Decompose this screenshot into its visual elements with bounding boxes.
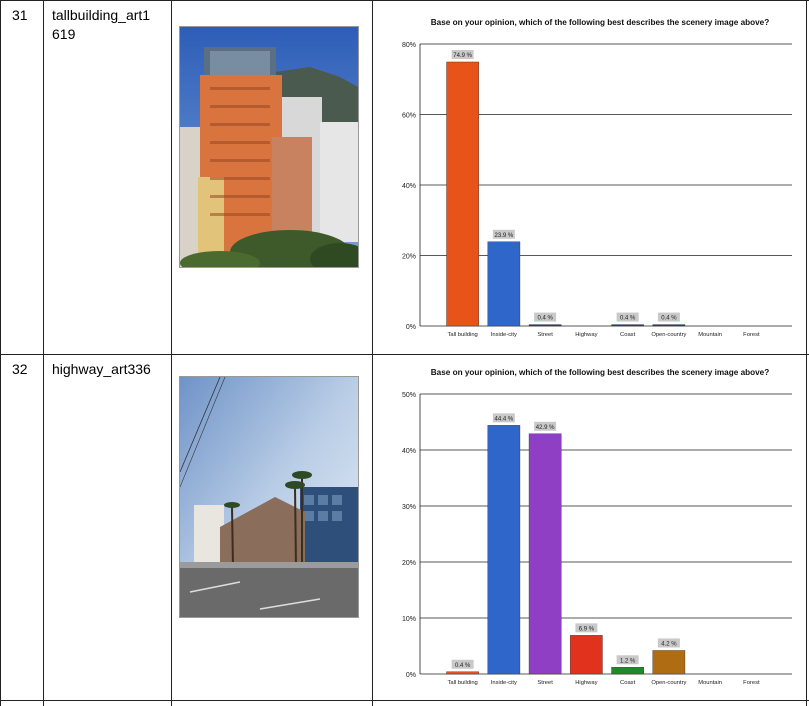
bar	[487, 241, 521, 327]
image-name-line: tallbuilding_art1	[52, 7, 151, 23]
x-tick-label: Forest	[743, 680, 760, 686]
bar	[570, 635, 603, 675]
column-divider-1	[43, 0, 44, 706]
data-label-bg	[616, 312, 639, 322]
y-tick-label: 20%	[402, 560, 416, 567]
data-label: 0.4 %	[661, 316, 677, 322]
x-tick-label: Tall building	[447, 332, 477, 338]
data-label: 44.4 %	[495, 416, 514, 422]
x-tick-label: Mountain	[698, 332, 722, 338]
data-label: 0.4 %	[455, 663, 471, 669]
bar	[528, 324, 562, 327]
y-tick-label: 60%	[402, 113, 416, 120]
bar	[528, 433, 562, 675]
bar	[487, 425, 521, 675]
x-tick-label: Inside-city	[491, 332, 517, 338]
table-left-border	[0, 0, 1, 706]
bar	[446, 61, 479, 327]
bar-chart: Base on your opinion, which of the follo…	[402, 18, 792, 338]
chart-title: Base on your opinion, which of the follo…	[431, 368, 769, 377]
image-name-line: highway_art336	[52, 361, 151, 377]
data-label-bg	[534, 421, 557, 431]
data-label: 1.2 %	[620, 658, 636, 664]
data-label-bg	[657, 312, 680, 322]
data-label: 4.2 %	[661, 641, 677, 647]
data-label-bg	[451, 49, 474, 59]
y-tick-label: 0%	[406, 324, 416, 331]
x-tick-label: Highway	[575, 680, 597, 686]
x-tick-label: Inside-city	[491, 680, 517, 686]
x-tick-label: Tall building	[447, 680, 477, 686]
y-tick-label: 20%	[402, 254, 416, 261]
y-tick-label: 10%	[402, 616, 416, 623]
image-name-line: 619	[52, 26, 76, 42]
column-divider-2	[171, 0, 172, 706]
column-divider-3	[372, 0, 373, 706]
data-label-bg	[534, 312, 557, 322]
data-label: 6.9 %	[579, 626, 595, 632]
data-label: 0.4 %	[537, 316, 553, 322]
x-tick-label: Open-country	[651, 680, 686, 686]
x-tick-label: Street	[537, 680, 553, 686]
y-tick-label: 80%	[402, 42, 416, 49]
data-label: 23.9 %	[495, 233, 514, 239]
table-bottom-border	[0, 700, 809, 701]
data-label-bg	[492, 413, 515, 423]
data-label: 0.4 %	[620, 316, 636, 322]
row-index: 32	[12, 361, 28, 377]
table-right-border	[806, 0, 807, 706]
bar	[611, 324, 644, 327]
row-index: 31	[12, 7, 28, 23]
x-tick-label: Open-country	[651, 332, 686, 338]
x-tick-label: Forest	[743, 332, 760, 338]
data-label-bg	[492, 229, 515, 239]
bar	[652, 650, 686, 675]
image-name: tallbuilding_art1 619	[52, 6, 170, 44]
highway-photo	[179, 376, 359, 618]
data-label-bg	[616, 655, 639, 665]
y-tick-label: 30%	[402, 504, 416, 511]
x-tick-label: Street	[537, 332, 553, 338]
image-name: highway_art336	[52, 360, 170, 379]
bar	[652, 324, 686, 327]
x-tick-label: Highway	[575, 332, 597, 338]
chart-title: Base on your opinion, which of the follo…	[431, 18, 769, 27]
y-tick-label: 40%	[402, 183, 416, 190]
data-label-bg	[657, 638, 680, 648]
tall-buildings-photo	[179, 26, 359, 268]
bar	[446, 671, 479, 675]
y-tick-label: 50%	[402, 392, 416, 399]
x-tick-label: Mountain	[698, 680, 722, 686]
row-divider	[0, 354, 809, 355]
y-tick-label: 0%	[406, 672, 416, 679]
data-label: 74.9 %	[453, 53, 472, 59]
bar	[611, 667, 644, 675]
table-top-border	[0, 0, 809, 1]
x-tick-label: Coast	[620, 332, 636, 338]
data-label: 42.9 %	[536, 425, 555, 431]
x-tick-label: Coast	[620, 680, 636, 686]
bar-chart: Base on your opinion, which of the follo…	[402, 368, 792, 686]
data-label-bg	[451, 659, 474, 669]
y-tick-label: 40%	[402, 448, 416, 455]
data-label-bg	[575, 623, 598, 633]
